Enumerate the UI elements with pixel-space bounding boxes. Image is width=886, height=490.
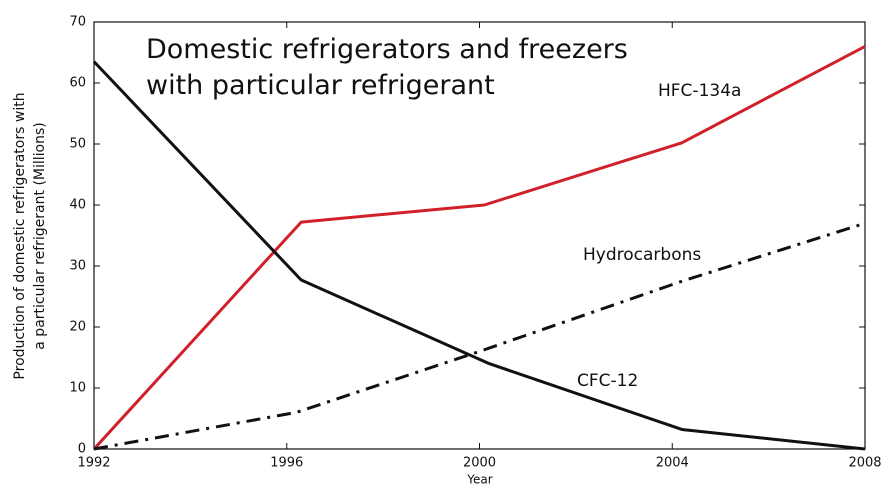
chart-title: Domestic refrigerators and freezers [146,34,628,65]
series-label: HFC-134a [658,81,741,101]
x-tick-label: 1992 [77,456,110,471]
series-line [92,60,866,451]
y-tick-label: 0 [78,442,86,457]
y-tick-label: 40 [69,198,86,213]
x-axis-label: Year [466,473,492,487]
x-tick-label: 2000 [463,456,496,471]
y-tick-label: 10 [69,381,86,396]
y-tick-label: 60 [69,76,86,91]
series-label: Hydrocarbons [583,245,701,265]
y-axis-label: Production of domestic refrigerators wit… [12,92,28,379]
y-tick-label: 30 [69,259,86,274]
x-tick-label: 1996 [270,456,303,471]
y-tick-label: 70 [69,15,86,30]
series-line [92,45,866,451]
series-label: CFC-12 [577,371,638,391]
x-tick-label: 2008 [848,456,881,471]
y-tick-label: 20 [69,320,86,335]
x-tick-label: 2004 [656,456,689,471]
y-axis-label: a particular refrigerant (Millions) [32,122,48,349]
chart-title: with particular refrigerant [146,70,495,101]
series-line [93,221,866,451]
y-tick-label: 50 [69,137,86,152]
